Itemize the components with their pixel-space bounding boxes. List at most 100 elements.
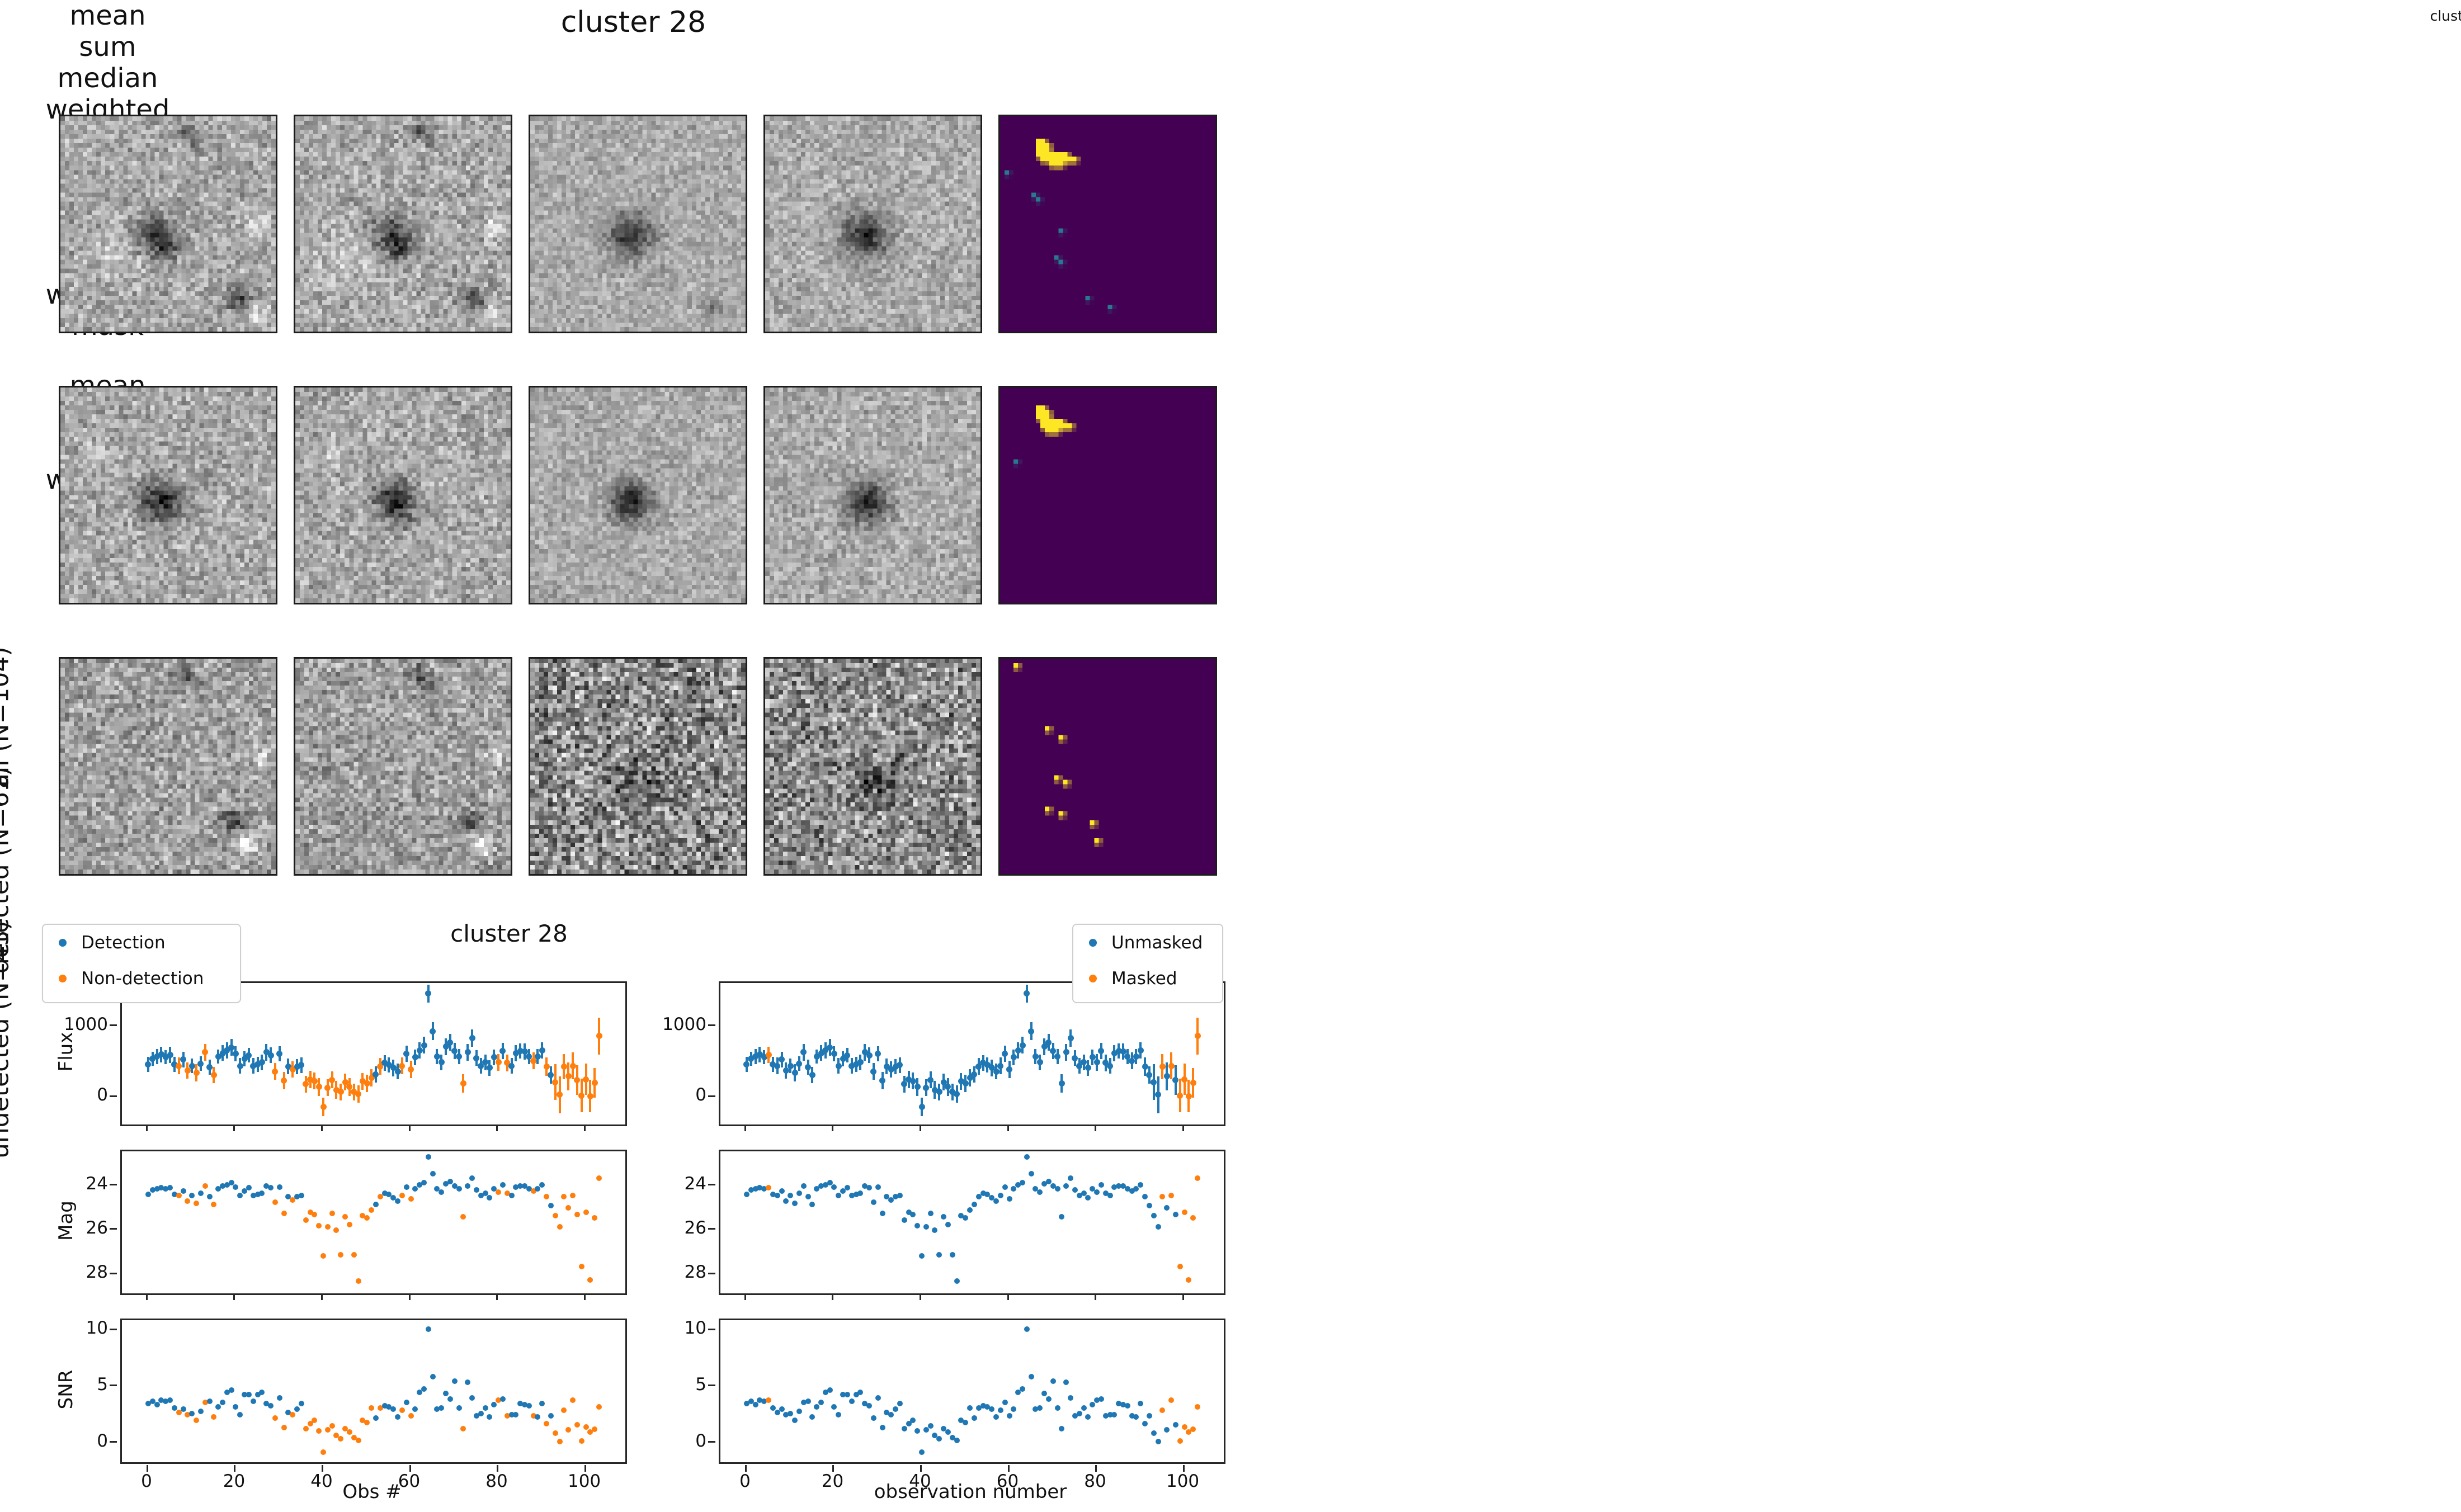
data-point — [914, 1222, 921, 1228]
data-point — [949, 1251, 955, 1258]
data-point — [504, 1060, 511, 1066]
data-point — [1063, 1379, 1069, 1385]
data-point — [499, 1396, 506, 1402]
x-tick-mark — [583, 1124, 586, 1131]
data-point — [1168, 1062, 1175, 1069]
data-point — [513, 1184, 519, 1190]
data-point — [359, 1078, 366, 1085]
data-point — [1177, 1264, 1183, 1270]
data-point — [324, 1223, 331, 1230]
data-point — [954, 1091, 960, 1098]
data-point — [521, 1048, 528, 1055]
data-point — [949, 1434, 955, 1440]
data-point — [796, 1060, 803, 1067]
data-point — [1072, 1413, 1078, 1419]
data-point — [1146, 1071, 1153, 1078]
data-point — [276, 1184, 282, 1190]
data-point — [897, 1401, 903, 1407]
data-point — [1107, 1193, 1113, 1199]
x-tick-label: 20 — [807, 1465, 857, 1490]
data-point — [491, 1054, 497, 1061]
data-point — [570, 1193, 576, 1199]
data-point — [425, 990, 432, 997]
data-point — [1159, 1407, 1166, 1414]
x-tick-mark — [233, 1293, 235, 1300]
data-point — [967, 1405, 973, 1411]
data-point — [180, 1188, 186, 1194]
data-point — [390, 1195, 397, 1201]
data-point — [805, 1194, 811, 1200]
data-point — [316, 1428, 322, 1434]
y-tick-label: 0 — [59, 1432, 117, 1450]
data-point — [1133, 1186, 1139, 1192]
data-point — [315, 1084, 322, 1090]
x-tick-label: 100 — [559, 1465, 610, 1490]
data-point — [167, 1397, 173, 1404]
composite-stamp-mask — [998, 386, 1217, 604]
y-tick-label: 28 — [59, 1264, 117, 1281]
data-point — [355, 1091, 362, 1098]
data-point — [1002, 1184, 1008, 1190]
data-point — [412, 1406, 418, 1412]
data-point — [1019, 1042, 1026, 1048]
legend-label: Unmasked — [1111, 933, 1203, 953]
data-point — [1015, 1390, 1021, 1396]
data-point — [149, 1398, 155, 1405]
data-point — [1076, 1411, 1082, 1417]
data-point — [145, 1061, 152, 1067]
masked-dot-icon — [1089, 975, 1097, 982]
x-tick-mark — [744, 1124, 746, 1131]
data-point — [743, 1401, 749, 1407]
data-point — [1068, 1175, 1074, 1181]
data-point — [923, 1084, 930, 1091]
data-point — [897, 1193, 903, 1199]
noise-image — [530, 388, 746, 603]
data-point — [167, 1051, 173, 1058]
data-point — [412, 1054, 418, 1061]
data-point — [394, 1068, 401, 1075]
data-point — [539, 1047, 545, 1053]
data-point — [587, 1093, 593, 1099]
data-point — [756, 1051, 763, 1058]
data-point — [1002, 1051, 1008, 1057]
data-point — [1186, 1429, 1192, 1435]
data-point — [1102, 1060, 1109, 1066]
data-point — [805, 1064, 812, 1071]
data-point — [941, 1214, 947, 1220]
data-point — [232, 1051, 239, 1057]
data-point — [1146, 1413, 1152, 1419]
x-tick-label: 60 — [983, 1465, 1033, 1490]
data-point — [766, 1397, 772, 1404]
data-point — [364, 1215, 370, 1221]
data-point — [596, 1033, 602, 1040]
x-tick-mark — [832, 1124, 834, 1131]
data-point — [1024, 1326, 1030, 1333]
data-point — [574, 1422, 580, 1428]
data-point — [997, 1193, 1003, 1199]
data-point — [940, 1079, 947, 1085]
data-point — [320, 1103, 327, 1110]
data-point — [844, 1185, 850, 1191]
data-point — [548, 1413, 554, 1419]
data-point — [530, 1057, 537, 1064]
data-point — [421, 1386, 427, 1392]
data-point — [1172, 1076, 1179, 1083]
data-point — [1155, 1092, 1162, 1098]
data-point — [1172, 1212, 1178, 1218]
x-tick-mark — [321, 1124, 323, 1131]
data-point — [456, 1053, 463, 1060]
data-point — [1037, 1405, 1043, 1411]
data-point — [1036, 1059, 1043, 1066]
data-point — [342, 1425, 348, 1431]
data-point — [338, 1435, 344, 1442]
data-point — [377, 1194, 383, 1200]
data-point — [237, 1062, 243, 1069]
data-point — [761, 1053, 767, 1060]
data-point — [276, 1395, 282, 1401]
data-point — [888, 1066, 894, 1072]
data-point — [369, 1405, 375, 1411]
data-point — [464, 1049, 471, 1056]
data-point — [1054, 1053, 1061, 1060]
legend-item-detection: Detection — [43, 925, 240, 961]
